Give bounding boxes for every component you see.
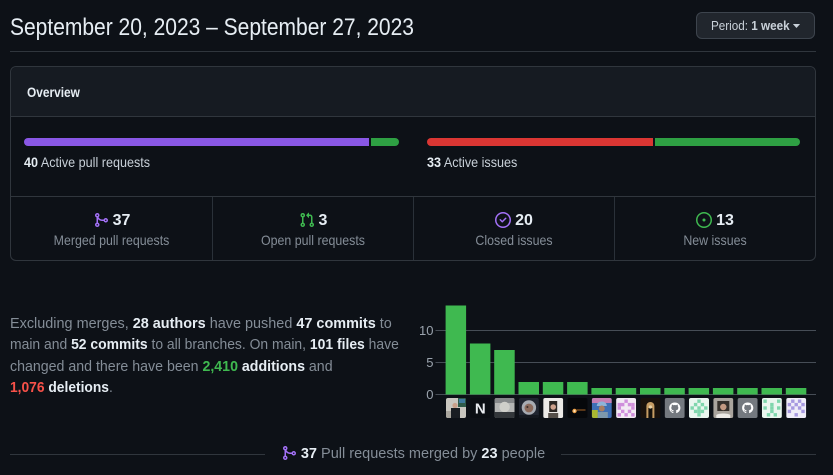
svg-text:N: N bbox=[475, 401, 486, 418]
svg-text:0: 0 bbox=[426, 387, 433, 402]
svg-text:10: 10 bbox=[419, 323, 433, 338]
svg-text:5: 5 bbox=[426, 355, 433, 370]
